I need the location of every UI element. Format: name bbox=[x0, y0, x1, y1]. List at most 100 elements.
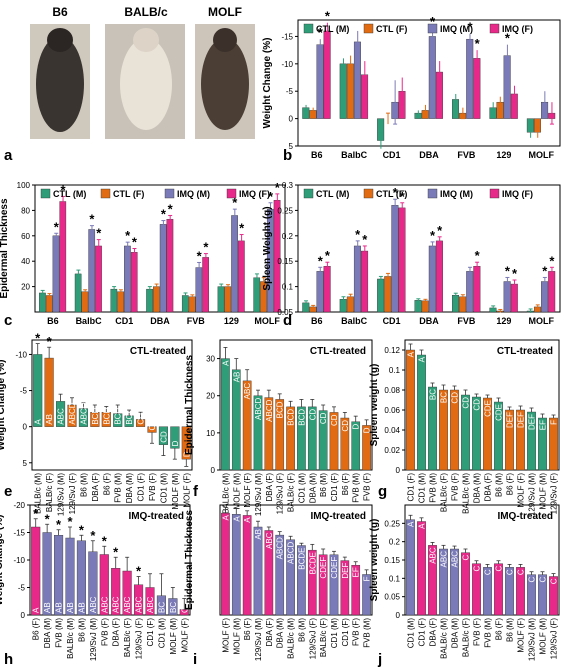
legend-label: IMQ (M) bbox=[440, 24, 473, 34]
x-tick-label-c: B6 bbox=[47, 316, 59, 326]
x-tick-label-g: CD1 (F) bbox=[407, 473, 416, 502]
significance-star: * bbox=[113, 544, 119, 559]
x-tick-label-j: MOLF (F) bbox=[517, 618, 526, 653]
legend-swatch bbox=[100, 188, 111, 199]
bar bbox=[158, 426, 168, 445]
bar bbox=[159, 224, 167, 313]
bar bbox=[238, 240, 245, 313]
legend-label: IMQ (M) bbox=[440, 189, 473, 199]
bar bbox=[510, 283, 518, 313]
group-letter: BCD bbox=[276, 401, 285, 418]
chart-i: Epidermal Thickness IMQ-treated A MOLF (F) A… bbox=[184, 504, 373, 661]
chart-title-h: IMQ-treated bbox=[128, 511, 184, 522]
y-tick-label-d: 0.3 bbox=[282, 181, 294, 190]
bar bbox=[384, 276, 392, 313]
significance-star: * bbox=[89, 212, 95, 227]
group-letter: BCD bbox=[114, 408, 123, 425]
x-tick-label-h: CD1 (M) bbox=[157, 618, 166, 649]
legend-label: IMQ (F) bbox=[502, 189, 533, 199]
x-tick-label-j: FVB (F) bbox=[473, 618, 482, 646]
significance-star: * bbox=[268, 189, 274, 204]
y-tick-label-h: -15 bbox=[13, 529, 25, 538]
legend-swatch bbox=[363, 188, 374, 199]
x-tick-label-f: 129/SvJ (F) bbox=[276, 473, 285, 515]
significance-star: * bbox=[512, 266, 518, 281]
x-tick-label-i: FVB (F) bbox=[352, 618, 361, 646]
bar bbox=[466, 38, 474, 119]
panel-letter-h: h bbox=[4, 651, 13, 668]
group-letter: A bbox=[34, 419, 43, 425]
significance-star: * bbox=[61, 182, 67, 197]
x-tick-label-e: DBA (F) bbox=[91, 473, 100, 502]
group-letter: ABCD bbox=[79, 402, 88, 424]
x-tick-label-h: FVB (M) bbox=[55, 618, 64, 648]
group-letter: DEF bbox=[528, 414, 537, 430]
bar bbox=[221, 512, 230, 616]
x-tick-label-d: FVB bbox=[457, 316, 476, 326]
group-letter: BCD bbox=[91, 408, 100, 425]
bar bbox=[461, 552, 470, 616]
group-letter: C bbox=[462, 554, 471, 560]
group-letter: BC bbox=[429, 389, 438, 400]
x-tick-label-i: BALB/c (M) bbox=[287, 618, 296, 659]
chart-h: -20 -15 -10 -5 0 Weight Change (%) IMQ-treated… bbox=[0, 501, 191, 661]
y-tick-label-j: 0.1 bbox=[389, 574, 401, 583]
x-tick-label-b: BalbC bbox=[341, 150, 368, 160]
group-letter: CD bbox=[473, 399, 482, 411]
bar bbox=[459, 296, 467, 313]
legend-label: IMQ (M) bbox=[177, 189, 210, 199]
significance-star: * bbox=[325, 248, 331, 263]
x-tick-label-i: MOLF (M) bbox=[232, 618, 241, 655]
x-tick-label-e: 129/SvJ (F) bbox=[68, 473, 77, 515]
group-letter: ABC bbox=[451, 551, 460, 568]
bar bbox=[428, 245, 436, 313]
x-tick-label-i: B6 (F) bbox=[243, 618, 252, 641]
x-tick-label-i: DBA (M) bbox=[276, 618, 285, 649]
x-tick-label-c: MOLF bbox=[254, 316, 280, 326]
group-letter: CD bbox=[462, 397, 471, 409]
plot-frame-e bbox=[31, 339, 193, 471]
bar bbox=[353, 245, 361, 313]
group-letter: BCD bbox=[297, 409, 306, 426]
bar bbox=[406, 349, 415, 471]
significance-star: * bbox=[318, 253, 324, 268]
bar bbox=[428, 36, 436, 119]
group-letter: ABC bbox=[100, 596, 109, 613]
group-letter: CDE bbox=[495, 404, 504, 421]
group-letter: AB bbox=[77, 602, 86, 613]
x-tick-label-g: DBA (F) bbox=[484, 473, 493, 502]
y-axis-label-h: Weight Change (%) bbox=[0, 515, 5, 606]
legend-label: IMQ (F) bbox=[239, 189, 270, 199]
x-tick-label-j: DBA (M) bbox=[451, 618, 460, 649]
legend-swatch bbox=[164, 188, 175, 199]
bar bbox=[473, 58, 481, 119]
x-tick-label-d: BalbC bbox=[341, 316, 368, 326]
x-tick-label-j: DBA (F) bbox=[429, 618, 438, 647]
group-letter: BCD bbox=[125, 408, 134, 425]
x-tick-label-e: CD1 (M) bbox=[159, 473, 168, 504]
bar bbox=[361, 250, 369, 313]
group-letter: ABC bbox=[112, 596, 121, 613]
legend-swatch bbox=[226, 188, 237, 199]
group-letter: C bbox=[506, 569, 515, 575]
x-tick-label-i: DBA (F) bbox=[265, 618, 274, 647]
significance-star: * bbox=[54, 219, 60, 234]
bar bbox=[417, 354, 426, 471]
x-tick-label-j: MOLF (M) bbox=[539, 618, 548, 655]
x-tick-label-i: B6 (M) bbox=[297, 618, 306, 642]
x-tick-label-j: CD1 (M) bbox=[407, 618, 416, 649]
x-tick-label-d: B6 bbox=[311, 316, 323, 326]
bar bbox=[153, 286, 160, 313]
bar bbox=[452, 295, 460, 313]
x-tick-label-e: CD1 (F) bbox=[137, 473, 146, 502]
group-letter: A bbox=[418, 356, 427, 362]
group-letter: CD bbox=[330, 414, 339, 426]
y-tick-label-f: 10 bbox=[206, 429, 215, 438]
bar bbox=[74, 273, 82, 313]
group-letter: CD bbox=[137, 413, 146, 425]
x-tick-label-g: MOLF (F) bbox=[517, 473, 526, 508]
group-letter: CDE bbox=[484, 400, 493, 417]
bar bbox=[33, 354, 43, 427]
bar bbox=[81, 291, 89, 313]
x-tick-label-c: DBA bbox=[150, 316, 170, 326]
